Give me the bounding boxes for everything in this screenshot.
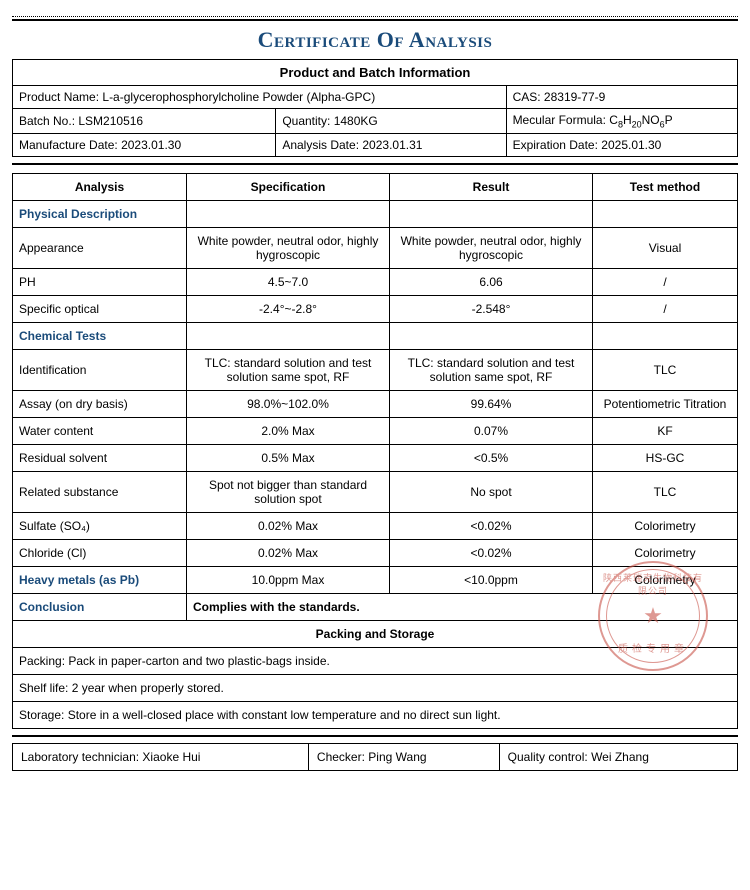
quantity-cell: Quantity: 1480KG	[276, 109, 506, 134]
analysis-row: Water content2.0% Max0.07%KF	[13, 418, 738, 445]
section-header: Physical Description	[13, 201, 187, 228]
qc-cell: Quality control: Wei Zhang	[499, 744, 737, 771]
batch-section-title: Product and Batch Information	[13, 60, 738, 86]
divider-solid-mid	[12, 163, 738, 165]
col-test-method: Test method	[593, 174, 738, 201]
conclusion-text: Complies with the standards.	[187, 594, 738, 621]
packing-header-row: Packing and Storage	[13, 621, 738, 648]
doc-title: Certificate Of Analysis	[12, 27, 738, 53]
exp-date-label: Expiration Date:	[513, 138, 598, 152]
analysis-row: Specific optical-2.4°~-2.8°-2.548°/	[13, 296, 738, 323]
packing-line: Shelf life: 2 year when properly stored.	[13, 675, 738, 702]
conclusion-label: Conclusion	[13, 594, 187, 621]
product-name-label: Product Name:	[19, 90, 99, 104]
col-analysis: Analysis	[13, 174, 187, 201]
analysis-date-cell: Analysis Date: 2023.01.31	[276, 134, 506, 157]
cas-cell: CAS: 28319-77-9	[506, 86, 737, 109]
certificate-page: Certificate Of Analysis Product and Batc…	[12, 16, 738, 771]
section-header-row: Physical Description	[13, 201, 738, 228]
divider-solid-bottom	[12, 735, 738, 737]
packing-row: Shelf life: 2 year when properly stored.	[13, 675, 738, 702]
batch-no-cell: Batch No.: LSM210516	[13, 109, 276, 134]
analysis-table: Analysis Specification Result Test metho…	[12, 173, 738, 729]
quantity-label: Quantity:	[282, 114, 330, 128]
analysis-date-value: 2023.01.31	[362, 138, 422, 152]
quantity-value: 1480KG	[334, 114, 378, 128]
lab-tech-cell: Laboratory technician: Xiaoke Hui	[13, 744, 309, 771]
product-name-value: L-a-glycerophosphorylcholine Powder (Alp…	[102, 90, 375, 104]
formula-value: C8H20NO6P	[609, 113, 672, 127]
mfg-date-cell: Manufacture Date: 2023.01.30	[13, 134, 276, 157]
packing-header: Packing and Storage	[13, 621, 738, 648]
checker-label: Checker:	[317, 750, 365, 764]
section-header-inline: Heavy metals (as Pb)	[13, 567, 187, 594]
conclusion-row: ConclusionComplies with the standards.	[13, 594, 738, 621]
exp-date-cell: Expiration Date: 2025.01.30	[506, 134, 737, 157]
product-name-cell: Product Name: L-a-glycerophosphorylcholi…	[13, 86, 507, 109]
analysis-row: Assay (on dry basis)98.0%~102.0%99.64%Po…	[13, 391, 738, 418]
qc-label: Quality control:	[508, 750, 588, 764]
packing-line: Storage: Store in a well-closed place wi…	[13, 702, 738, 729]
lab-tech-value: Xiaoke Hui	[142, 750, 200, 764]
signers-table: Laboratory technician: Xiaoke Hui Checke…	[12, 743, 738, 771]
formula-label: Mecular Formula:	[513, 113, 606, 127]
col-specification: Specification	[187, 174, 390, 201]
analysis-row: Chloride (Cl)0.02% Max<0.02%Colorimetry	[13, 540, 738, 567]
analysis-header-row: Analysis Specification Result Test metho…	[13, 174, 738, 201]
analysis-row: AppearanceWhite powder, neutral odor, hi…	[13, 228, 738, 269]
divider-solid-top	[12, 19, 738, 21]
analysis-row: Residual solvent0.5% Max<0.5%HS-GC	[13, 445, 738, 472]
analysis-date-label: Analysis Date:	[282, 138, 359, 152]
lab-tech-label: Laboratory technician:	[21, 750, 139, 764]
batch-no-value: LSM210516	[78, 114, 143, 128]
packing-line: Packing: Pack in paper-carton and two pl…	[13, 648, 738, 675]
cas-label: CAS:	[513, 90, 541, 104]
cas-value: 28319-77-9	[544, 90, 605, 104]
section-header-row: Chemical Tests	[13, 323, 738, 350]
section-header: Chemical Tests	[13, 323, 187, 350]
batch-no-label: Batch No.:	[19, 114, 75, 128]
formula-cell: Mecular Formula: C8H20NO6P	[506, 109, 737, 134]
analysis-row: Related substanceSpot not bigger than st…	[13, 472, 738, 513]
analysis-row: PH4.5~7.06.06/	[13, 269, 738, 296]
col-result: Result	[390, 174, 593, 201]
batch-info-table: Product and Batch Information Product Na…	[12, 59, 738, 157]
packing-row: Storage: Store in a well-closed place wi…	[13, 702, 738, 729]
mfg-date-value: 2023.01.30	[121, 138, 181, 152]
qc-value: Wei Zhang	[591, 750, 649, 764]
divider-dashed-top	[12, 16, 738, 17]
analysis-row: Sulfate (SO₄)0.02% Max<0.02%Colorimetry	[13, 513, 738, 540]
checker-value: Ping Wang	[368, 750, 426, 764]
analysis-row: Heavy metals (as Pb)10.0ppm Max<10.0ppmC…	[13, 567, 738, 594]
exp-date-value: 2025.01.30	[601, 138, 661, 152]
analysis-row: IdentificationTLC: standard solution and…	[13, 350, 738, 391]
mfg-date-label: Manufacture Date:	[19, 138, 118, 152]
packing-row: Packing: Pack in paper-carton and two pl…	[13, 648, 738, 675]
checker-cell: Checker: Ping Wang	[308, 744, 499, 771]
